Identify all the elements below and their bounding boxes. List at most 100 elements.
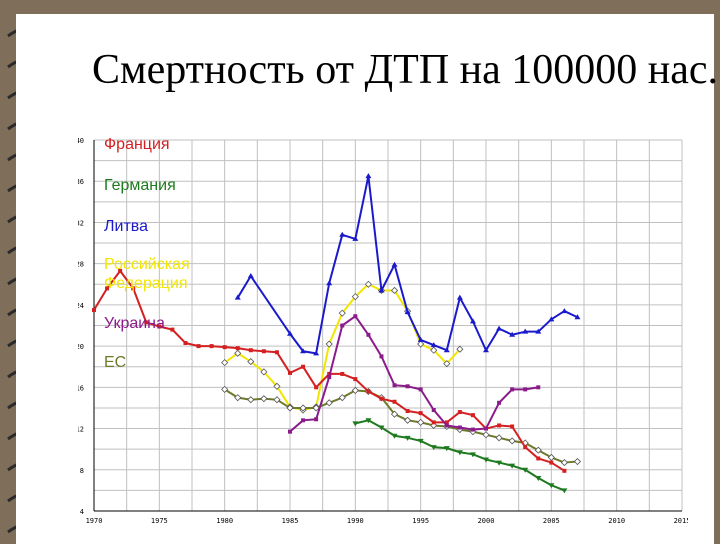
data-point <box>288 429 292 434</box>
data-point <box>443 360 451 368</box>
slide-title: Смертность от ДТП на 100000 нас. <box>92 47 719 93</box>
data-point <box>379 354 384 359</box>
data-point <box>340 371 345 376</box>
data-point <box>535 328 542 334</box>
data-point <box>390 286 399 295</box>
data-point <box>536 456 541 461</box>
legend-france: Франция <box>104 136 170 153</box>
data-point <box>469 452 476 458</box>
data-point <box>574 314 581 320</box>
data-point <box>234 349 242 357</box>
data-point <box>497 400 502 405</box>
data-point <box>391 433 398 439</box>
data-point <box>483 457 489 463</box>
data-point <box>235 346 240 351</box>
data-point <box>508 437 516 445</box>
x-tick-label: 2010 <box>608 517 625 525</box>
data-point <box>351 293 359 301</box>
data-point <box>365 173 372 179</box>
y-tick-label: 12 <box>78 426 84 434</box>
y-tick-label: 40 <box>78 137 84 145</box>
data-point <box>484 426 488 431</box>
x-tick-label: 1985 <box>282 517 299 525</box>
data-point <box>286 404 294 412</box>
data-point <box>405 384 410 389</box>
data-point <box>353 314 358 319</box>
data-point <box>118 268 123 273</box>
data-point <box>325 340 333 348</box>
data-point <box>456 345 464 353</box>
slide <box>16 14 714 544</box>
data-point <box>313 350 320 356</box>
data-point <box>299 404 307 412</box>
data-point <box>247 396 255 404</box>
data-point <box>247 358 255 366</box>
data-point <box>430 346 438 354</box>
data-point <box>378 425 385 431</box>
data-point <box>509 331 516 337</box>
data-point <box>364 280 372 288</box>
data-point <box>509 463 516 469</box>
data-point <box>457 425 462 430</box>
x-tick-label: 2000 <box>478 517 495 525</box>
data-point <box>523 387 528 392</box>
data-point <box>523 445 528 450</box>
data-point <box>314 417 319 422</box>
data-point <box>234 394 242 402</box>
data-point <box>288 370 292 375</box>
y-tick-label: 24 <box>78 302 84 310</box>
data-point <box>105 286 110 291</box>
data-point <box>417 418 425 426</box>
data-point <box>547 453 555 461</box>
data-point <box>301 364 306 369</box>
data-point <box>131 286 136 291</box>
data-point <box>352 421 359 427</box>
data-point <box>496 460 503 466</box>
data-point <box>170 327 175 332</box>
data-point <box>234 294 241 300</box>
legend-lithuania: Литва <box>104 218 148 235</box>
data-point <box>314 385 319 390</box>
series-line-2 <box>236 175 578 355</box>
data-point <box>562 468 567 473</box>
x-tick-label: 1975 <box>151 517 168 525</box>
series-line-4 <box>289 315 539 433</box>
data-point <box>497 423 502 428</box>
data-point <box>430 342 437 348</box>
data-point <box>456 450 463 456</box>
data-point <box>495 434 503 442</box>
data-point <box>338 309 346 317</box>
data-point <box>405 409 410 414</box>
data-point <box>522 328 529 334</box>
data-point <box>444 423 449 428</box>
x-tick-label: 1980 <box>216 517 233 525</box>
y-tick-label: 16 <box>78 384 84 392</box>
data-point <box>300 348 307 354</box>
data-point <box>482 431 490 439</box>
series-line-5 <box>224 388 578 464</box>
data-point <box>366 332 371 337</box>
data-point <box>549 460 554 465</box>
y-tick-label: 36 <box>78 178 84 186</box>
data-point <box>483 347 489 353</box>
data-point <box>221 385 229 393</box>
legend-germany: Германия <box>104 177 176 194</box>
data-point <box>390 410 399 418</box>
data-point <box>418 387 423 392</box>
legend-ukraine: Украина <box>104 315 165 332</box>
data-point <box>417 336 424 342</box>
y-tick-label: 8 <box>80 467 84 475</box>
data-point <box>144 320 149 325</box>
data-point <box>534 446 542 454</box>
data-point <box>301 418 306 423</box>
data-point <box>196 344 201 349</box>
data-point <box>273 396 281 404</box>
data-point <box>378 287 385 293</box>
data-point <box>391 261 398 267</box>
data-point <box>522 467 529 473</box>
data-point <box>561 308 568 314</box>
legend-russia: Российская Федерация <box>104 256 190 292</box>
data-point <box>404 435 411 441</box>
data-point <box>510 424 515 429</box>
data-point <box>338 394 346 402</box>
